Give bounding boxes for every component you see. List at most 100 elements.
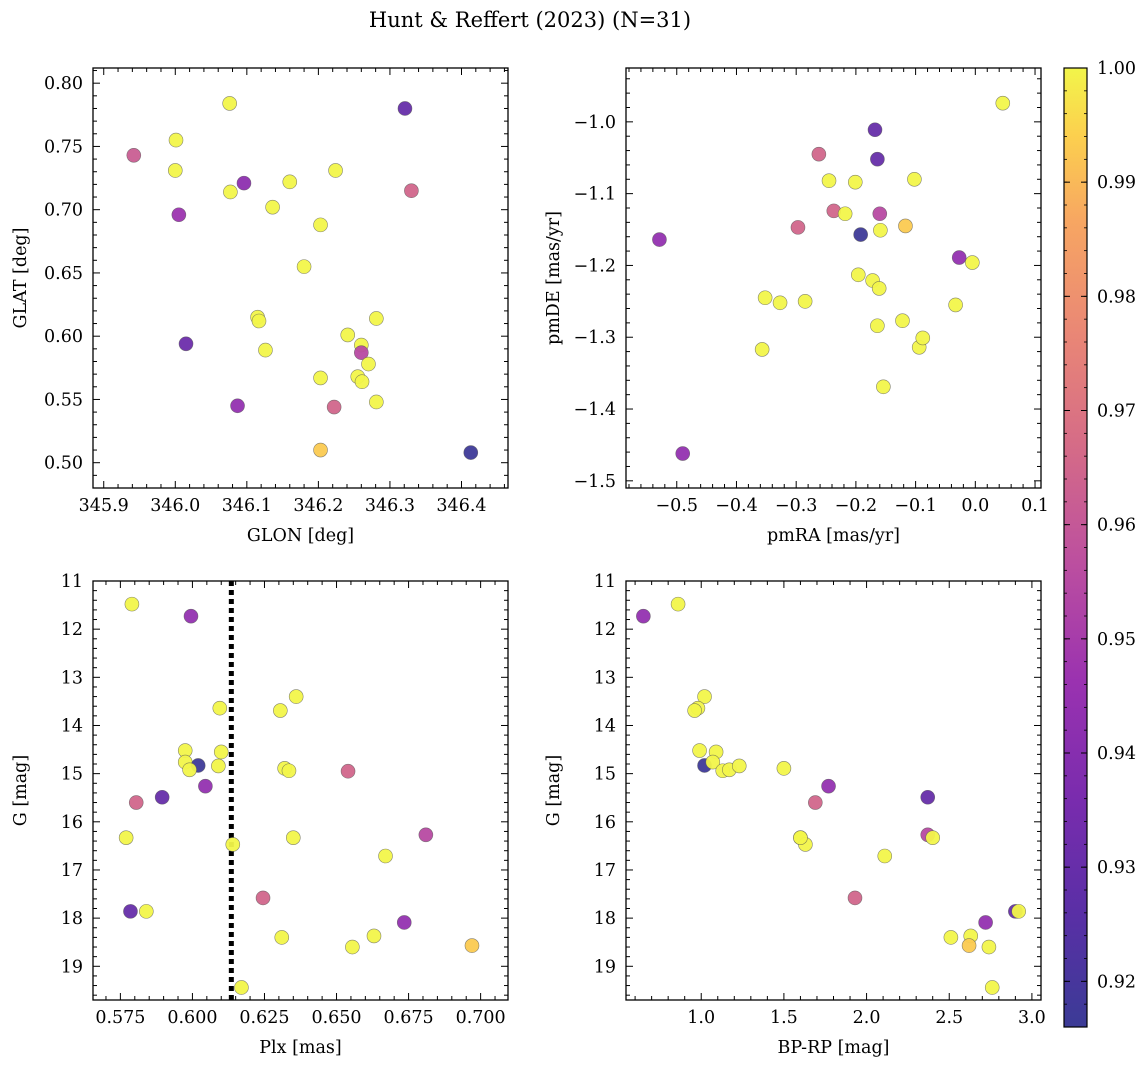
panel-pmra_pmde: −0.5 −0.4 −0.3 −0.2 −0.1 0.0 0.1 −1.5 −1.4 −1.3 −1… xyxy=(544,67,1049,546)
data-point xyxy=(821,778,836,794)
y-tick-label: 14 xyxy=(594,716,616,736)
data-point xyxy=(354,345,369,360)
x-tick-label: 0.1 xyxy=(1021,496,1049,516)
x-tick-label: 1.0 xyxy=(687,1008,715,1028)
colorbar-gradient xyxy=(1063,67,1088,1028)
y-tick-label: 0.65 xyxy=(44,264,83,284)
x-axis-label: BP-RP [mag] xyxy=(778,1038,890,1058)
data-point xyxy=(948,297,963,313)
data-point xyxy=(361,356,376,372)
y-tick-label: 0.60 xyxy=(44,327,83,347)
data-point xyxy=(873,222,888,238)
x-tick-label: 0.600 xyxy=(167,1008,217,1028)
data-point xyxy=(925,830,941,845)
y-tick-label: 11 xyxy=(61,572,83,592)
scatter-points xyxy=(652,95,1011,461)
data-point xyxy=(225,837,241,852)
colorbar-tick-label: 1.00 xyxy=(1097,59,1136,79)
data-point xyxy=(168,132,184,148)
colorbar-ticks: 0.92 0.93 0.94 0.95 0.96 0.97 0.98 0.99 1.00 xyxy=(1064,59,1136,1005)
data-point xyxy=(877,848,893,864)
panel-glon_glat: 345.9 346.0 346.1 346.2 346.3 346.4 0.50 0.55 0.… xyxy=(11,67,509,546)
y-axis-label: G [mag] xyxy=(544,755,564,826)
y-tick-label: −1.5 xyxy=(574,472,617,492)
figure-title: Hunt & Reffert (2023) (N=31) xyxy=(369,8,691,32)
y-tick-label: 16 xyxy=(594,813,616,833)
data-point xyxy=(328,163,343,178)
panel-plx_g: 0.575 0.600 0.625 0.650 0.675 0.700 11 12 13 14 15… xyxy=(11,572,509,1058)
data-point xyxy=(692,743,707,758)
data-point xyxy=(850,267,866,283)
data-point xyxy=(396,915,412,930)
data-point xyxy=(797,294,813,309)
data-point xyxy=(965,255,980,270)
y-tick-label: 18 xyxy=(594,909,616,929)
data-point xyxy=(282,174,298,190)
data-point xyxy=(265,199,280,215)
colorbar-tick-label: 0.97 xyxy=(1097,402,1136,422)
data-point xyxy=(463,445,479,460)
data-point xyxy=(790,220,806,235)
colorbar-tick-label: 0.96 xyxy=(1097,516,1136,536)
colorbar-tick-label: 0.94 xyxy=(1097,744,1136,764)
y-tick-label: −1.1 xyxy=(574,185,617,205)
data-point xyxy=(258,342,273,358)
x-tick-label: −0.2 xyxy=(835,496,878,516)
data-point xyxy=(1011,904,1026,919)
y-tick-label: 11 xyxy=(594,572,616,592)
data-point xyxy=(907,171,922,187)
x-tick-label: 0.675 xyxy=(384,1008,434,1028)
scatter-points xyxy=(126,96,479,460)
y-tick-label: −1.3 xyxy=(574,328,617,348)
panel-bprp_g: 1.0 1.5 2.0 2.5 3.0 11 12 13 14 15 16 17 18 19 BP-RP [… xyxy=(544,572,1046,1058)
data-point xyxy=(951,250,967,265)
data-point xyxy=(772,295,788,311)
data-point xyxy=(915,330,931,346)
x-tick-label: −0.5 xyxy=(656,496,699,516)
x-tick-label: 346.1 xyxy=(222,496,272,516)
data-point xyxy=(847,890,863,906)
y-tick-label: 17 xyxy=(61,861,83,881)
scatter-points xyxy=(118,596,480,995)
data-point xyxy=(464,938,480,953)
data-point xyxy=(821,173,837,189)
x-tick-label: −0.3 xyxy=(775,496,818,516)
data-point xyxy=(230,398,245,414)
data-point xyxy=(793,830,808,845)
data-point xyxy=(223,184,238,200)
x-tick-label: 2.5 xyxy=(935,1008,963,1028)
colorbar-tick-label: 0.98 xyxy=(1097,287,1136,307)
data-point xyxy=(872,206,888,222)
x-tick-label: 0.650 xyxy=(311,1008,361,1028)
y-axis-label: GLAT [deg] xyxy=(11,228,31,329)
x-tick-label: 2.0 xyxy=(853,1008,881,1028)
y-tick-label: 19 xyxy=(594,957,616,977)
data-point xyxy=(697,689,712,704)
data-point xyxy=(867,122,883,138)
data-point xyxy=(369,311,384,326)
data-point xyxy=(757,290,773,306)
data-point xyxy=(837,206,853,222)
x-tick-label: −0.4 xyxy=(715,496,758,516)
y-tick-label: 17 xyxy=(594,861,616,881)
data-point xyxy=(288,689,304,704)
y-tick-label: −1.2 xyxy=(574,256,617,276)
data-point xyxy=(211,758,226,774)
data-point xyxy=(198,778,213,794)
data-point xyxy=(397,101,413,116)
x-tick-label: 346.4 xyxy=(436,496,486,516)
y-tick-label: 19 xyxy=(61,957,83,977)
data-point xyxy=(870,318,885,334)
data-point xyxy=(313,370,328,386)
y-tick-label: 15 xyxy=(594,765,616,785)
x-tick-label: 346.3 xyxy=(365,496,415,516)
x-tick-label: 346.0 xyxy=(150,496,200,516)
x-tick-label: 0.0 xyxy=(961,496,989,516)
data-point xyxy=(123,904,138,919)
data-point xyxy=(154,789,170,805)
data-point xyxy=(183,608,199,624)
x-axis-label: GLON [deg] xyxy=(247,526,354,546)
x-tick-label: 0.625 xyxy=(239,1008,289,1028)
y-tick-label: 15 xyxy=(61,765,83,785)
